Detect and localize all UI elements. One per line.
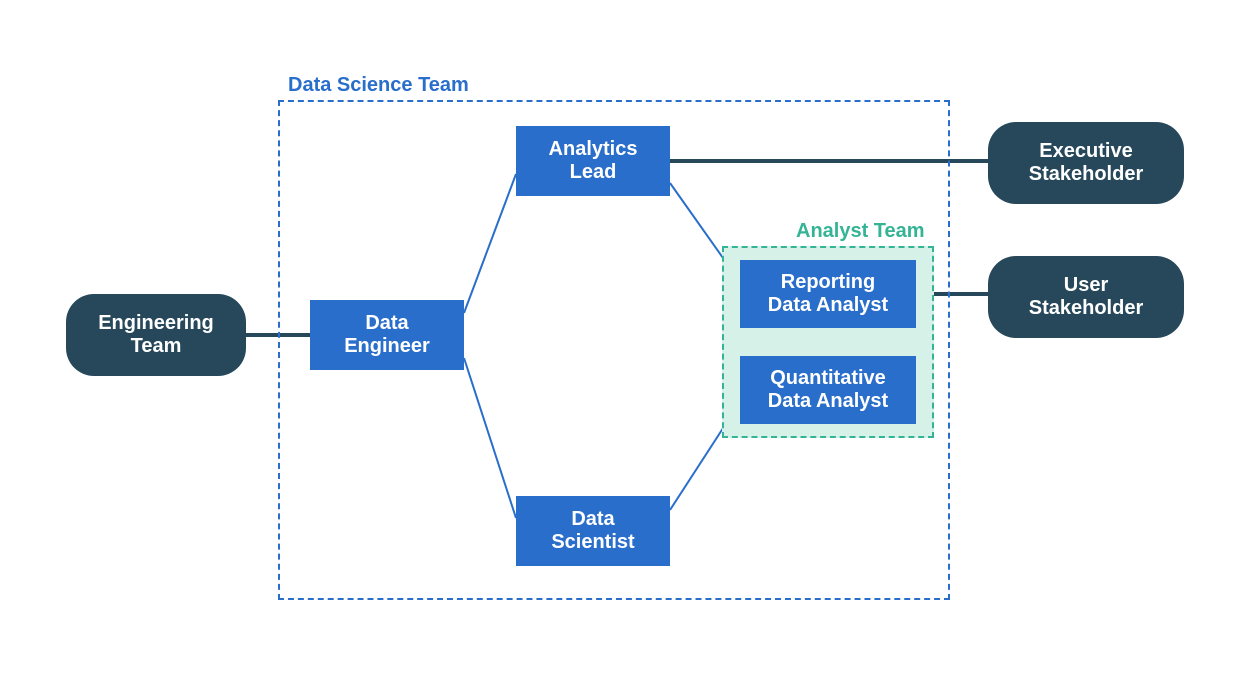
analyst-team-label: Analyst Team [796, 220, 925, 243]
data-scientist-node: DataScientist [516, 496, 670, 566]
quantitative-data-analyst-node: QuantitativeData Analyst [740, 356, 916, 424]
engineering-team-node: EngineeringTeam [66, 294, 246, 376]
data-engineer-node: DataEngineer [310, 300, 464, 370]
reporting-data-analyst-node: ReportingData Analyst [740, 260, 916, 328]
analytics-lead-node: AnalyticsLead [516, 126, 670, 196]
executive-stakeholder-node: ExecutiveStakeholder [988, 122, 1184, 204]
data-science-team-label: Data Science Team [288, 74, 469, 97]
user-stakeholder-node: UserStakeholder [988, 256, 1184, 338]
